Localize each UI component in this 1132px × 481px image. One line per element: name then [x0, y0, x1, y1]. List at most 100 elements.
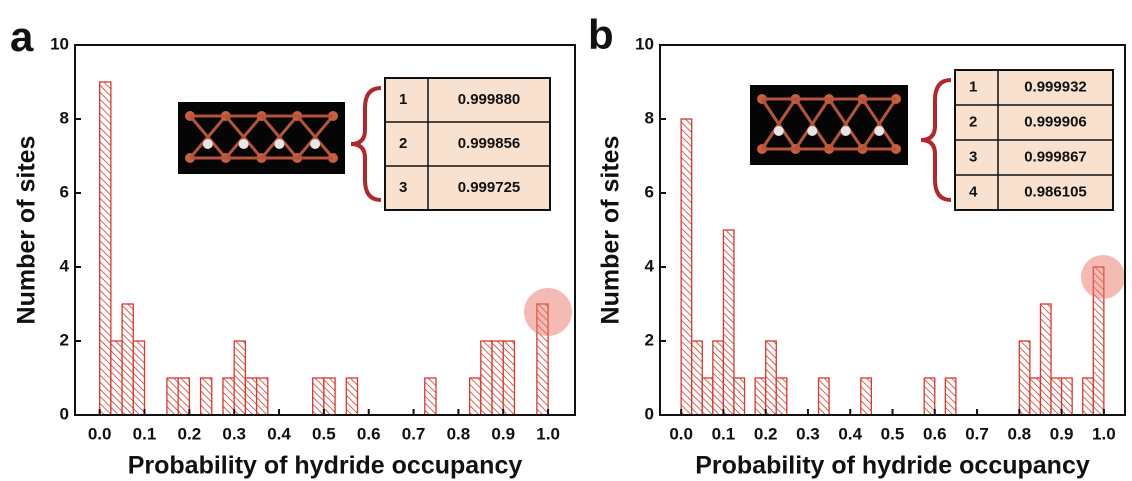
bar: [425, 378, 436, 415]
bar: [734, 378, 745, 415]
bar: [945, 378, 956, 415]
bar: [766, 341, 777, 415]
bar: [1083, 378, 1094, 415]
y-tick-label: 8: [645, 108, 654, 127]
x-tick-label: 0.8: [447, 424, 471, 443]
y-tick-label: 8: [60, 108, 69, 127]
x-tick-label: 0.4: [838, 424, 862, 443]
figure: 02468100.00.10.20.30.40.50.60.70.80.91.0…: [0, 0, 1132, 481]
x-tick-label: 0.7: [965, 424, 989, 443]
y-tick-label: 0: [645, 404, 654, 423]
y-tick-label: 10: [635, 34, 654, 53]
x-tick-label: 0.9: [491, 424, 515, 443]
bar: [481, 341, 492, 415]
hydrogen: [203, 139, 213, 149]
hydrogen: [274, 139, 284, 149]
x-tick-label: 0.1: [712, 424, 736, 443]
y-tick-label: 0: [60, 404, 69, 423]
x-tick-label: 1.0: [1092, 424, 1116, 443]
bar: [234, 341, 245, 415]
bar: [346, 378, 357, 415]
bar: [819, 378, 830, 415]
table-cell: 1: [969, 78, 977, 95]
bar: [245, 378, 256, 415]
x-tick-label: 0.8: [1007, 424, 1031, 443]
x-tick-label: 0.6: [357, 424, 381, 443]
x-tick-label: 0.3: [222, 424, 246, 443]
bar: [100, 82, 111, 415]
table-cell: 4: [969, 183, 978, 200]
bar: [313, 378, 324, 415]
bar: [1030, 378, 1041, 415]
x-tick-label: 0.5: [312, 424, 336, 443]
bar: [324, 378, 335, 415]
table-cell: 0.999725: [458, 179, 521, 196]
y-tick-label: 2: [60, 330, 69, 349]
hydrogen: [874, 126, 884, 136]
hydrogen: [310, 139, 320, 149]
hydrogen: [841, 126, 851, 136]
y-tick-label: 4: [60, 256, 70, 275]
bar: [492, 341, 503, 415]
x-tick-label: 0.5: [881, 424, 905, 443]
bar: [1040, 304, 1051, 415]
x-tick-label: 0.7: [402, 424, 426, 443]
bar: [1019, 341, 1030, 415]
y-tick-label: 10: [50, 34, 69, 53]
bar: [122, 304, 133, 415]
bar: [755, 378, 766, 415]
table-cell: 0.999932: [1024, 78, 1087, 95]
bar: [167, 378, 178, 415]
table-cell: 1: [399, 91, 407, 108]
table-cell: 3: [969, 148, 977, 165]
hydrogen: [807, 126, 817, 136]
hydrogen: [774, 126, 784, 136]
bar: [861, 378, 872, 415]
x-tick-label: 0.2: [178, 424, 202, 443]
x-tick-label: 0.2: [754, 424, 778, 443]
bar: [257, 378, 268, 415]
y-tick-label: 2: [645, 330, 654, 349]
hydrogen: [239, 139, 249, 149]
table-cell: 3: [399, 179, 407, 196]
table-cell: 0.999880: [458, 91, 521, 108]
table-cell: 0.999867: [1024, 148, 1087, 165]
brace: [351, 88, 381, 200]
bar: [713, 341, 724, 415]
x-tick-label: 0.9: [1050, 424, 1074, 443]
bar: [692, 341, 703, 415]
x-axis-title: Probability of hydride occupancy: [128, 452, 523, 480]
y-tick-label: 6: [645, 182, 654, 201]
bar: [924, 378, 935, 415]
x-tick-label: 0.0: [669, 424, 693, 443]
table-cell: 0.999906: [1024, 113, 1087, 130]
bar: [178, 378, 189, 415]
y-tick-label: 6: [60, 182, 69, 201]
bar: [776, 378, 787, 415]
bar: [133, 341, 144, 415]
bar: [503, 341, 514, 415]
x-tick-label: 0.4: [267, 424, 291, 443]
highlight: [524, 288, 572, 336]
bar: [111, 341, 122, 415]
x-tick-label: 0.1: [133, 424, 157, 443]
panel-label: a: [10, 13, 34, 60]
y-axis-title: Number of sites: [597, 136, 625, 325]
bar: [470, 378, 481, 415]
bar: [223, 378, 234, 415]
table-cell: 0.986105: [1024, 183, 1087, 200]
bar: [1062, 378, 1073, 415]
y-tick-label: 4: [645, 256, 655, 275]
panel-label: b: [588, 11, 614, 58]
x-tick-label: 1.0: [536, 424, 560, 443]
highlight: [1081, 255, 1125, 299]
table-cell: 2: [969, 113, 977, 130]
x-tick-label: 0.3: [796, 424, 820, 443]
x-tick-label: 0.0: [88, 424, 112, 443]
bar: [201, 378, 212, 415]
table-cell: 0.999856: [458, 135, 521, 152]
bar: [702, 378, 713, 415]
bar: [723, 230, 734, 415]
bar: [1051, 378, 1062, 415]
x-axis-title: Probability of hydride occupancy: [695, 452, 1090, 480]
